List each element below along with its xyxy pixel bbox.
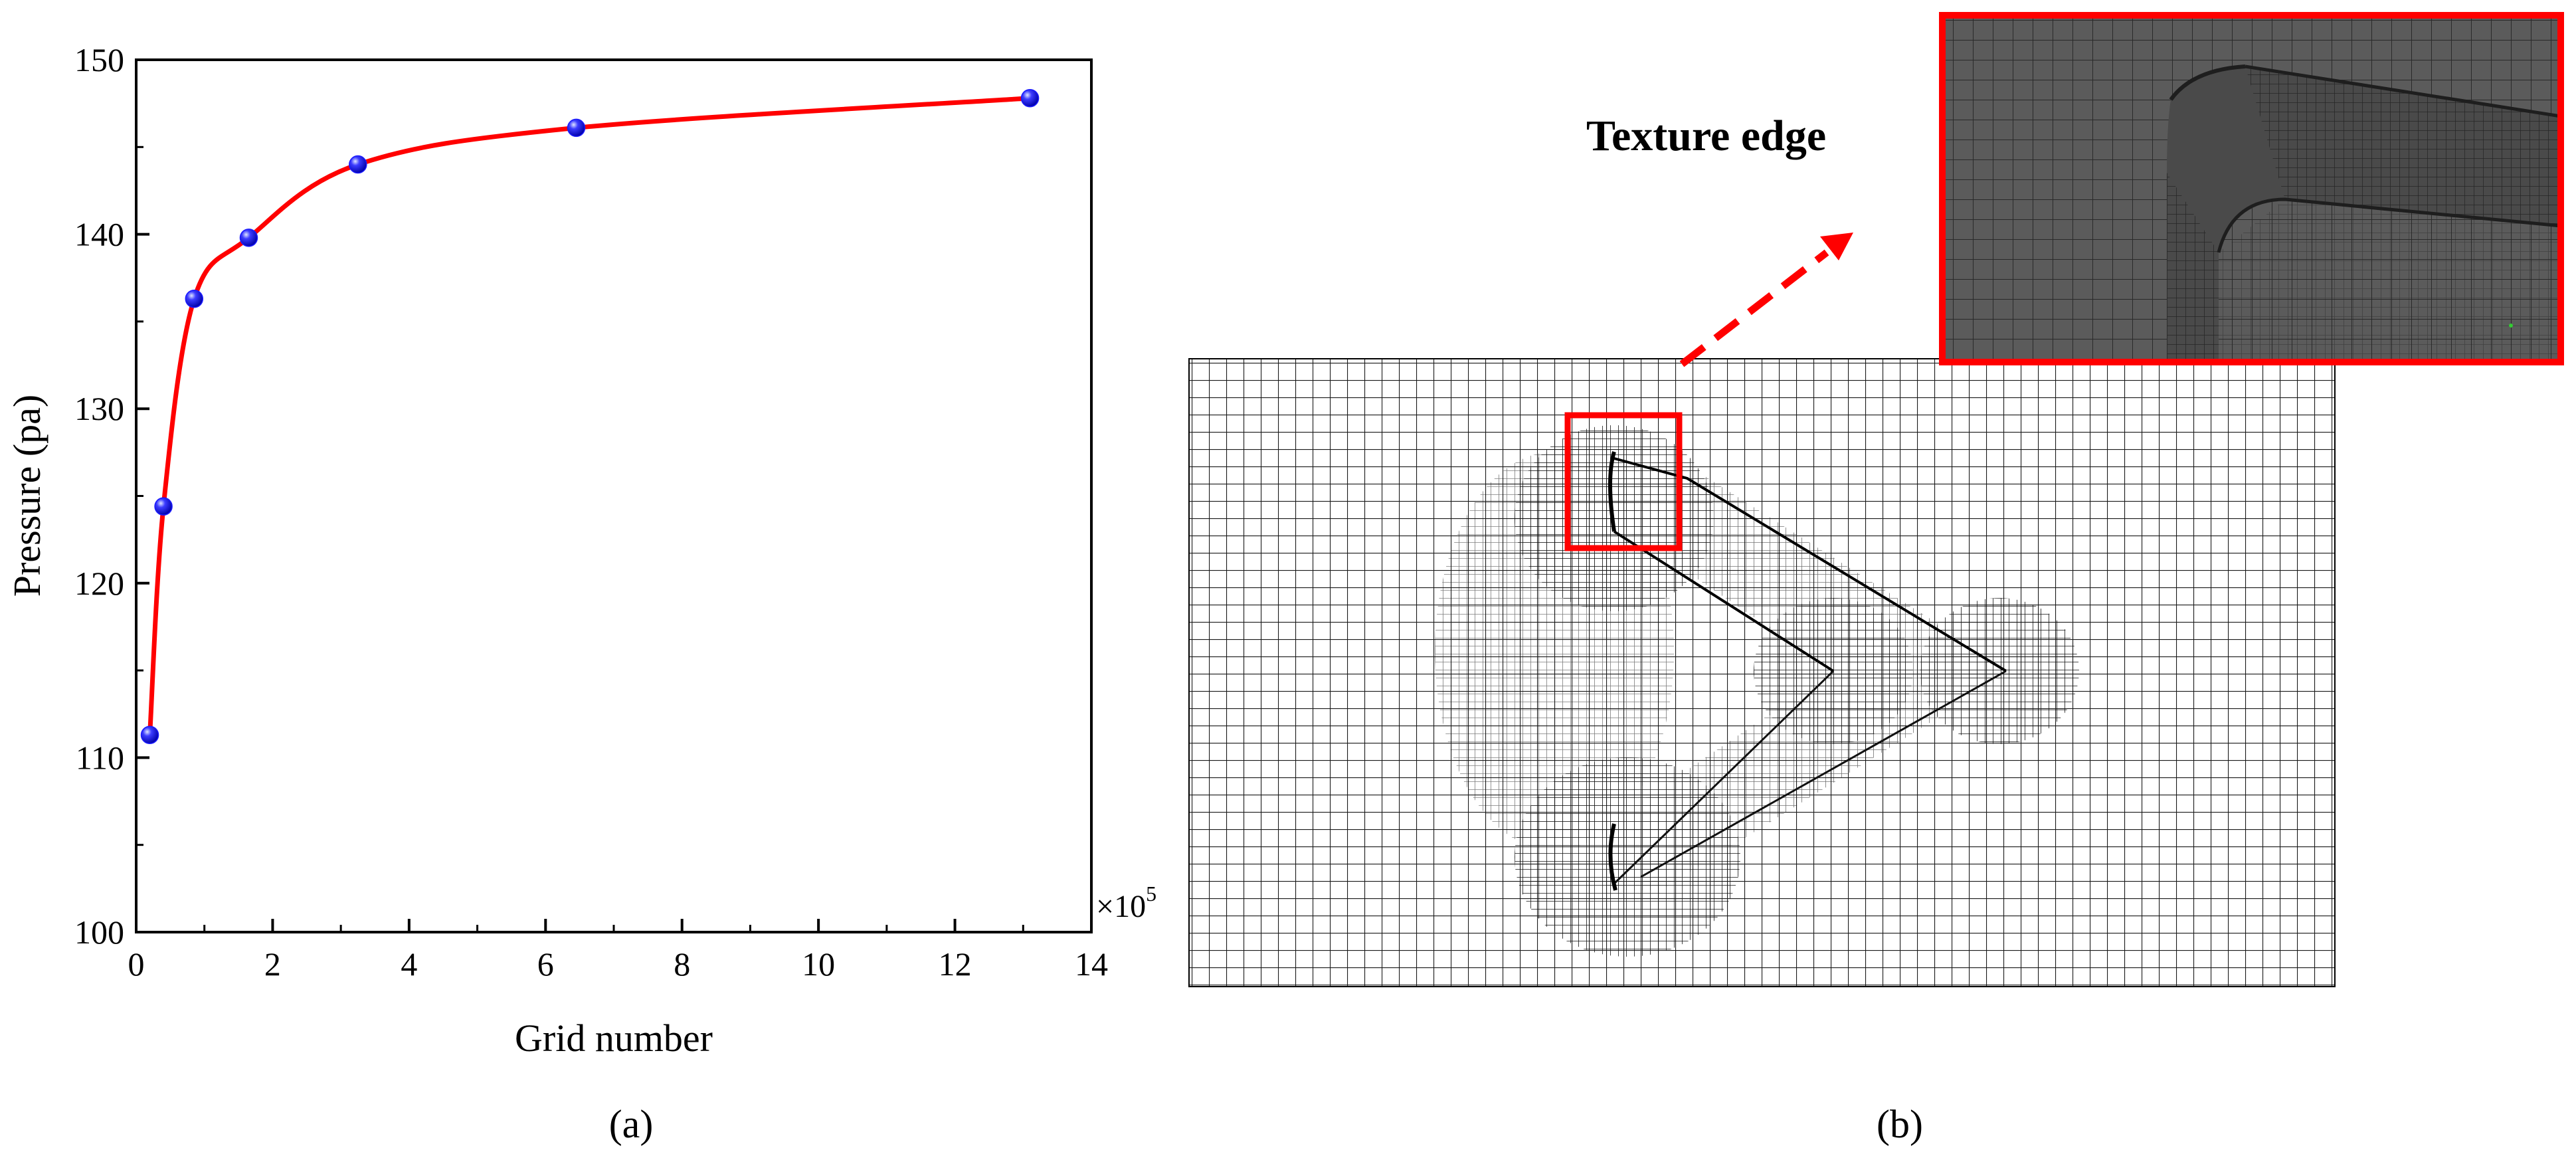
data-point bbox=[185, 290, 204, 308]
texture-edge-highlight-box bbox=[1564, 412, 1683, 551]
series-line bbox=[147, 96, 1030, 735]
y-tick-label: 110 bbox=[76, 739, 124, 776]
panel-b-label: (b) bbox=[1877, 1102, 1923, 1146]
axis-ticks bbox=[135, 58, 1093, 933]
x-tick-label: 4 bbox=[401, 945, 417, 983]
y-axis-label: Pressure (pa) bbox=[5, 395, 48, 597]
mesh-picture-border bbox=[1188, 358, 2336, 987]
data-point bbox=[154, 497, 173, 516]
x-tick-label: 2 bbox=[264, 945, 281, 983]
x-tick-label: 12 bbox=[939, 945, 972, 983]
y-tick-label: 140 bbox=[74, 216, 124, 253]
y-tick-label: 130 bbox=[74, 390, 124, 427]
data-point bbox=[140, 725, 159, 745]
panel-a-label: (a) bbox=[609, 1102, 654, 1146]
plot-frame bbox=[135, 58, 1093, 933]
x-tick-label: 0 bbox=[128, 945, 145, 983]
data-series bbox=[140, 89, 1040, 745]
panel-a-chart: 0 2 4 6 8 10 12 14 100 110 120 130 140 150 Grid numbe… bbox=[5, 41, 1156, 1146]
x-tick-label: 6 bbox=[537, 945, 554, 983]
x-tick-label: 8 bbox=[674, 945, 690, 983]
y-tick-label: 150 bbox=[74, 41, 124, 78]
x-axis-multiplier-exponent: 5 bbox=[1146, 882, 1156, 906]
zoom-arrow-head bbox=[1820, 233, 1853, 260]
panel-b-mesh-image: Texture edge (b) bbox=[1188, 12, 2564, 1146]
axis-tick-labels: 0 2 4 6 8 10 12 14 100 110 120 130 140 150 bbox=[74, 41, 1108, 983]
zoom-inset-border bbox=[1939, 12, 2564, 365]
texture-edge-annotation: Texture edge bbox=[1586, 112, 1826, 160]
data-point bbox=[567, 118, 586, 138]
data-point bbox=[1020, 89, 1040, 108]
mesh-picture bbox=[1189, 359, 2335, 987]
y-tick-label: 100 bbox=[74, 914, 124, 951]
zoom-arrow-line bbox=[1679, 249, 1829, 367]
y-tick-label: 120 bbox=[74, 565, 124, 602]
x-axis-label: Grid number bbox=[515, 1016, 713, 1060]
zoom-inset-picture bbox=[1942, 15, 2561, 362]
x-axis-multiplier-base: ×10 bbox=[1096, 889, 1146, 924]
data-point bbox=[239, 229, 258, 247]
x-tick-label: 10 bbox=[802, 945, 835, 983]
x-axis-multiplier: ×105 bbox=[1096, 882, 1156, 924]
x-tick-label: 14 bbox=[1075, 945, 1108, 983]
data-point bbox=[349, 155, 367, 174]
